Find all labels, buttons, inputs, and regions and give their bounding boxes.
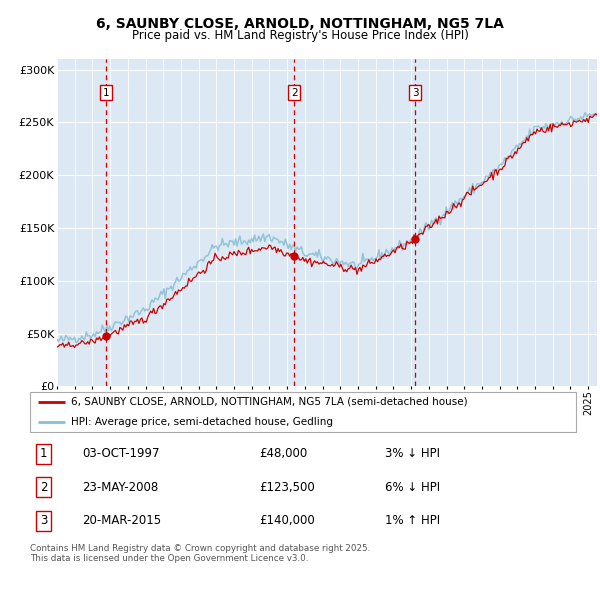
Text: 6% ↓ HPI: 6% ↓ HPI xyxy=(385,481,440,494)
Text: 1: 1 xyxy=(103,88,109,98)
FancyBboxPatch shape xyxy=(30,392,576,432)
Text: £123,500: £123,500 xyxy=(259,481,315,494)
Text: 3: 3 xyxy=(412,88,418,98)
Text: 3: 3 xyxy=(40,514,47,527)
Text: 6, SAUNBY CLOSE, ARNOLD, NOTTINGHAM, NG5 7LA: 6, SAUNBY CLOSE, ARNOLD, NOTTINGHAM, NG5… xyxy=(96,17,504,31)
Text: Contains HM Land Registry data © Crown copyright and database right 2025.
This d: Contains HM Land Registry data © Crown c… xyxy=(30,544,370,563)
Text: 1% ↑ HPI: 1% ↑ HPI xyxy=(385,514,440,527)
Text: Price paid vs. HM Land Registry's House Price Index (HPI): Price paid vs. HM Land Registry's House … xyxy=(131,30,469,42)
Text: 1: 1 xyxy=(40,447,47,460)
Text: 20-MAR-2015: 20-MAR-2015 xyxy=(82,514,161,527)
Text: 2: 2 xyxy=(291,88,298,98)
Text: 3% ↓ HPI: 3% ↓ HPI xyxy=(385,447,440,460)
Text: 6, SAUNBY CLOSE, ARNOLD, NOTTINGHAM, NG5 7LA (semi-detached house): 6, SAUNBY CLOSE, ARNOLD, NOTTINGHAM, NG5… xyxy=(71,397,467,407)
Text: £48,000: £48,000 xyxy=(259,447,308,460)
Text: HPI: Average price, semi-detached house, Gedling: HPI: Average price, semi-detached house,… xyxy=(71,417,333,427)
Text: 2: 2 xyxy=(40,481,47,494)
Text: £140,000: £140,000 xyxy=(259,514,315,527)
Text: 03-OCT-1997: 03-OCT-1997 xyxy=(82,447,160,460)
Text: 23-MAY-2008: 23-MAY-2008 xyxy=(82,481,158,494)
